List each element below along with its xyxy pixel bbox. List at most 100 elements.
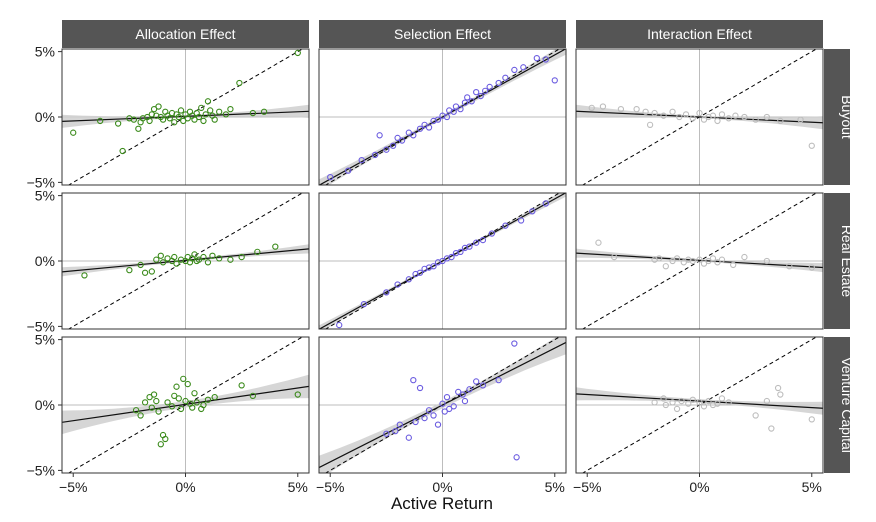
data-point <box>689 257 696 265</box>
data-point <box>157 441 164 448</box>
data-point <box>669 257 676 265</box>
data-point <box>542 56 549 63</box>
data-point <box>473 378 480 385</box>
data-point <box>777 117 784 125</box>
data-point <box>479 236 487 244</box>
data-point <box>696 399 703 406</box>
data-point <box>430 412 437 419</box>
panel-plot-area <box>576 49 823 185</box>
data-point <box>360 301 368 308</box>
data-point <box>533 55 540 62</box>
data-point <box>146 117 153 125</box>
data-point <box>651 109 658 117</box>
data-point <box>394 134 401 142</box>
data-point <box>461 397 469 405</box>
data-point <box>132 407 140 414</box>
data-point <box>714 259 721 266</box>
data-point <box>696 109 703 117</box>
data-point <box>383 430 390 437</box>
data-point <box>700 116 708 123</box>
data-point <box>336 321 343 329</box>
data-point <box>700 260 708 267</box>
data-point <box>294 49 301 57</box>
data-point <box>198 104 205 111</box>
data-point <box>741 113 748 121</box>
data-point <box>786 263 793 270</box>
panel-0-1 <box>61 192 310 330</box>
panel-plot-area <box>62 49 309 185</box>
panel-border <box>318 192 567 330</box>
data-point <box>180 117 187 125</box>
data-point <box>714 400 721 407</box>
data-point <box>200 401 207 409</box>
data-point <box>520 64 527 71</box>
data-point <box>405 276 412 283</box>
data-point <box>114 120 122 127</box>
data-point <box>371 151 379 159</box>
regression-line <box>319 193 566 329</box>
panel-plot-area <box>62 337 309 473</box>
strips-layer: Allocation Effect Selection Effect Interac… <box>62 20 855 473</box>
data-point <box>171 253 178 261</box>
panel-plot-area <box>576 193 823 329</box>
data-point <box>137 412 144 419</box>
axes-layer: 5%0%−5%5%0%−5%5%0%−5%−5% 0% 5% −5% 0% 5% −5% 0%… <box>27 44 822 495</box>
data-point <box>797 116 804 123</box>
data-point <box>416 125 424 132</box>
data-point <box>434 421 442 428</box>
data-point <box>732 112 739 119</box>
y-tick-label: 0% <box>35 397 55 413</box>
data-point <box>673 255 681 262</box>
x-tick-label: 0% <box>175 479 195 495</box>
data-point <box>180 375 187 382</box>
data-point <box>376 132 383 139</box>
data-point <box>763 113 771 121</box>
data-point <box>495 377 502 384</box>
data-point <box>410 132 417 139</box>
data-point <box>175 395 182 402</box>
data-point <box>238 382 245 389</box>
y-tick-label: −5% <box>27 462 55 478</box>
panel-2-1 <box>575 192 824 330</box>
data-point <box>662 263 669 270</box>
data-point <box>551 77 558 84</box>
data-point <box>153 397 160 405</box>
data-point <box>529 208 536 215</box>
data-point <box>473 239 480 246</box>
x-tick-label: 0% <box>432 479 452 495</box>
data-point <box>173 260 180 267</box>
data-point <box>441 408 448 415</box>
row-strip <box>824 49 850 185</box>
column-strip-label: Selection Effect <box>394 26 491 42</box>
data-point <box>272 243 279 250</box>
data-point <box>168 403 176 410</box>
data-point <box>416 384 424 392</box>
panel-plot-area <box>319 337 566 473</box>
data-point <box>678 397 685 405</box>
y-tick-label: −5% <box>27 318 55 334</box>
data-point <box>294 391 301 398</box>
data-point <box>412 418 419 426</box>
data-point <box>705 397 712 405</box>
panel-border <box>575 192 824 330</box>
data-point <box>457 106 464 113</box>
data-point <box>421 121 428 128</box>
column-strip <box>319 20 566 48</box>
data-point <box>642 108 649 115</box>
data-point <box>195 256 203 263</box>
data-point <box>216 255 223 262</box>
data-point <box>725 115 732 122</box>
data-point <box>461 99 469 106</box>
data-point <box>660 395 667 402</box>
data-point <box>511 66 518 74</box>
data-point <box>162 435 169 443</box>
data-point <box>450 108 457 115</box>
data-point <box>141 269 149 276</box>
panel-border <box>575 48 824 186</box>
data-point <box>200 253 207 261</box>
data-point <box>184 380 191 388</box>
x-axis-title: Active Return <box>391 494 493 513</box>
x-tick-label: 5% <box>802 479 822 495</box>
regression-line <box>319 341 566 469</box>
